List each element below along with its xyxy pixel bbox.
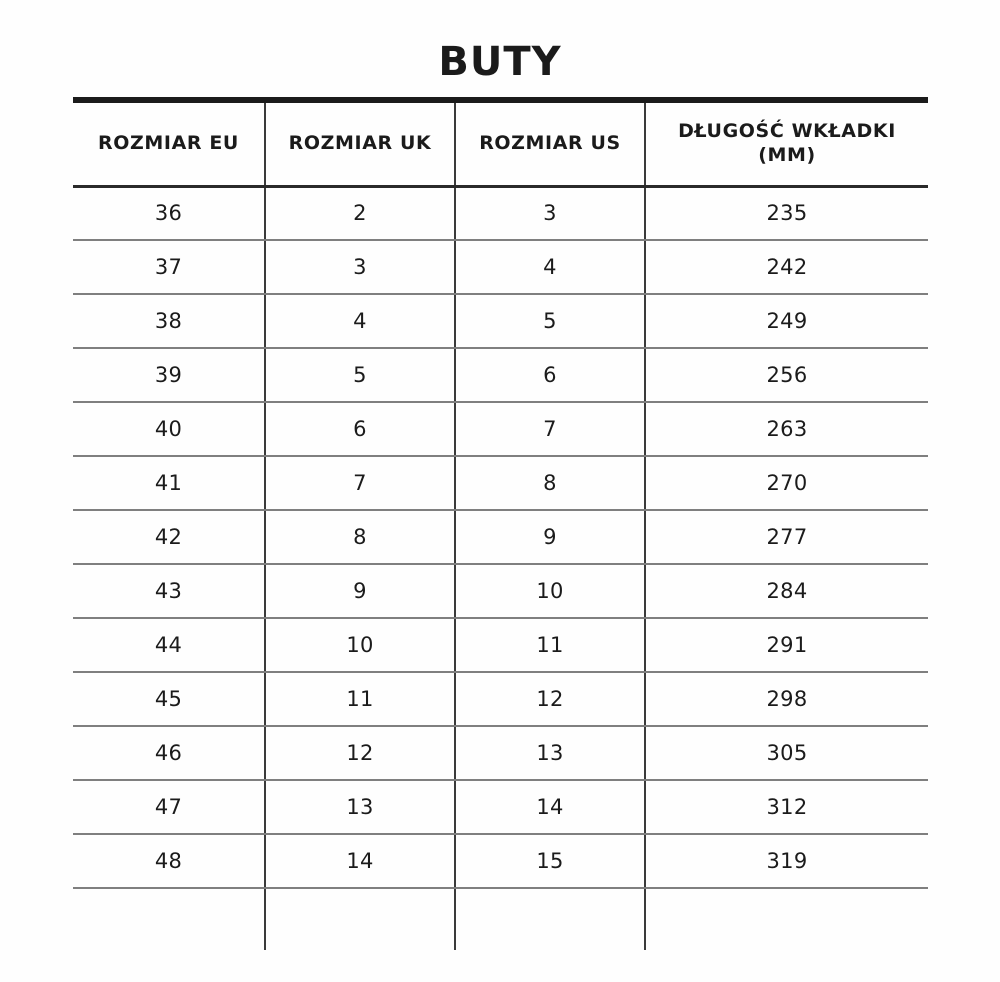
- cell-us: 8: [455, 456, 646, 511]
- table-header: ROZMIAR EU ROZMIAR UK ROZMIAR US DŁUGOŚĆ…: [73, 103, 928, 188]
- cell-us: 6: [455, 348, 646, 403]
- cell-len: [645, 888, 928, 950]
- cell-len: 291: [645, 618, 928, 673]
- cell-uk: 9: [265, 564, 456, 619]
- shoe-size-table: ROZMIAR EU ROZMIAR UK ROZMIAR US DŁUGOŚĆ…: [73, 103, 928, 950]
- size-table-container: ROZMIAR EU ROZMIAR UK ROZMIAR US DŁUGOŚĆ…: [73, 97, 928, 950]
- cell-us: 3: [455, 186, 646, 241]
- table-row: 40 6 7 263: [73, 402, 928, 457]
- table-row: 46 12 13 305: [73, 726, 928, 781]
- cell-eu: 40: [73, 402, 266, 457]
- cell-uk: 12: [265, 726, 456, 781]
- cell-us: 14: [455, 780, 646, 835]
- cell-eu: 43: [73, 564, 266, 619]
- cell-uk: 14: [265, 834, 456, 889]
- column-header-uk: ROZMIAR UK: [265, 103, 456, 188]
- column-header-insole-length: DŁUGOŚĆ WKŁADKI (MM): [645, 103, 928, 188]
- cell-us: 10: [455, 564, 646, 619]
- table-row: 37 3 4 242: [73, 240, 928, 295]
- cell-eu: 38: [73, 294, 266, 349]
- cell-len: 256: [645, 348, 928, 403]
- cell-eu: 39: [73, 348, 266, 403]
- cell-len: 270: [645, 456, 928, 511]
- cell-us: [455, 888, 646, 950]
- column-header-us-label: ROZMIAR US: [479, 131, 621, 154]
- cell-len: 305: [645, 726, 928, 781]
- cell-uk: 2: [265, 186, 456, 241]
- table-row: 42 8 9 277: [73, 510, 928, 565]
- cell-uk: [265, 888, 456, 950]
- cell-uk: 11: [265, 672, 456, 727]
- cell-len: 249: [645, 294, 928, 349]
- cell-eu: 42: [73, 510, 266, 565]
- table-row: 36 2 3 235: [73, 186, 928, 241]
- table-row: 44 10 11 291: [73, 618, 928, 673]
- cell-us: 4: [455, 240, 646, 295]
- table-row: 45 11 12 298: [73, 672, 928, 727]
- cell-us: 13: [455, 726, 646, 781]
- cell-uk: 4: [265, 294, 456, 349]
- cell-eu: 44: [73, 618, 266, 673]
- cell-len: 277: [645, 510, 928, 565]
- cell-uk: 10: [265, 618, 456, 673]
- table-body: 36 2 3 235 37 3 4 242 38 4 5 249: [73, 186, 928, 950]
- cell-us: 12: [455, 672, 646, 727]
- cell-uk: 6: [265, 402, 456, 457]
- cell-len: 319: [645, 834, 928, 889]
- cell-uk: 3: [265, 240, 456, 295]
- cell-len: 284: [645, 564, 928, 619]
- page-title: BUTY: [438, 39, 562, 85]
- cell-eu: 46: [73, 726, 266, 781]
- cell-us: 5: [455, 294, 646, 349]
- table-row: 47 13 14 312: [73, 780, 928, 835]
- cell-uk: 7: [265, 456, 456, 511]
- cell-len: 242: [645, 240, 928, 295]
- cell-eu: 45: [73, 672, 266, 727]
- column-header-us: ROZMIAR US: [455, 103, 646, 188]
- column-header-insole-length-unit: (MM): [758, 143, 816, 166]
- cell-us: 11: [455, 618, 646, 673]
- table-row: 43 9 10 284: [73, 564, 928, 619]
- cell-uk: 5: [265, 348, 456, 403]
- cell-us: 15: [455, 834, 646, 889]
- cell-uk: 13: [265, 780, 456, 835]
- table-row-empty: [73, 888, 928, 950]
- table-header-row: ROZMIAR EU ROZMIAR UK ROZMIAR US DŁUGOŚĆ…: [73, 103, 928, 188]
- cell-eu: 47: [73, 780, 266, 835]
- cell-eu: 37: [73, 240, 266, 295]
- cell-eu: [73, 888, 266, 950]
- column-header-eu: ROZMIAR EU: [73, 103, 266, 188]
- cell-eu: 48: [73, 834, 266, 889]
- cell-eu: 36: [73, 186, 266, 241]
- table-top-rule: [73, 97, 928, 103]
- column-header-insole-length-label: DŁUGOŚĆ WKŁADKI: [678, 120, 896, 142]
- column-header-uk-label: ROZMIAR UK: [288, 131, 432, 154]
- cell-len: 235: [645, 186, 928, 241]
- cell-len: 263: [645, 402, 928, 457]
- cell-eu: 41: [73, 456, 266, 511]
- cell-us: 9: [455, 510, 646, 565]
- table-row: 39 5 6 256: [73, 348, 928, 403]
- cell-len: 298: [645, 672, 928, 727]
- cell-us: 7: [455, 402, 646, 457]
- cell-len: 312: [645, 780, 928, 835]
- table-row: 41 7 8 270: [73, 456, 928, 511]
- table-row: 38 4 5 249: [73, 294, 928, 349]
- column-header-eu-label: ROZMIAR EU: [98, 131, 239, 154]
- cell-uk: 8: [265, 510, 456, 565]
- table-row: 48 14 15 319: [73, 834, 928, 889]
